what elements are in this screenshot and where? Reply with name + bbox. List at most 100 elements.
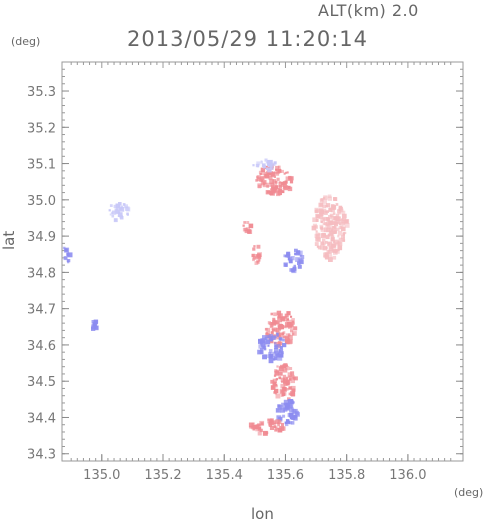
echo-pixel	[328, 220, 333, 226]
x-axis-label: lon	[251, 505, 274, 523]
echo-pixel	[288, 386, 292, 390]
echo-pixel	[274, 428, 277, 432]
echo-pixel	[318, 233, 321, 236]
echo-pixel	[273, 175, 276, 178]
echo-pixel	[272, 317, 276, 321]
echo-pixel	[282, 374, 287, 379]
echo-pixel	[287, 255, 290, 258]
echo-pixel	[262, 354, 267, 360]
echo-pixel	[272, 358, 276, 361]
echo-pixel	[276, 310, 282, 316]
y-tick-label: 35.1	[27, 158, 56, 173]
echo-pixel	[270, 324, 273, 327]
echo-pixel	[274, 180, 278, 184]
echo-pixel	[287, 176, 292, 181]
echo-pixel	[266, 335, 270, 339]
echo-pixel	[290, 256, 295, 261]
echo-pixel	[268, 163, 272, 167]
x-tick-label: 135.8	[328, 468, 365, 483]
echo-pixel	[242, 224, 245, 227]
echo-pixel	[265, 167, 269, 170]
echo-pixel	[278, 181, 284, 187]
echo-pixel	[282, 414, 286, 418]
echo-pixel	[288, 375, 291, 379]
echo-pixel	[325, 235, 330, 240]
echo-pixel	[291, 318, 295, 322]
echo-pixel	[297, 261, 301, 265]
echo-pixel	[286, 311, 291, 316]
echo-pixel	[277, 165, 281, 169]
echo-pixel	[333, 197, 338, 201]
echo-pixel	[275, 408, 281, 413]
echo-pixel	[322, 199, 327, 204]
echo-pixel	[316, 214, 321, 219]
echo-pixel	[287, 257, 291, 261]
echo-pixel	[268, 349, 273, 353]
echo-pixel	[279, 353, 284, 358]
echo-pixel	[275, 384, 278, 388]
echo-pixel	[258, 338, 261, 341]
echo-pixel	[322, 242, 326, 246]
echo-pixel	[295, 250, 301, 256]
echo-pixel	[328, 257, 333, 262]
echo-pixel	[344, 223, 350, 228]
echo-pixel	[286, 403, 291, 407]
echo-pixel	[272, 322, 277, 326]
echo-pixel	[290, 378, 295, 384]
echo-pixel	[293, 326, 298, 331]
echo-pixel	[323, 227, 329, 233]
echo-pixel	[293, 264, 296, 268]
echo-pixel	[270, 312, 274, 316]
echo-pixel	[289, 399, 294, 403]
echo-pixel	[340, 226, 346, 232]
echo-pixel	[338, 237, 342, 241]
echo-pixel	[289, 407, 294, 413]
echo-pixel	[286, 318, 289, 321]
echo-pixel	[272, 179, 277, 183]
echo-pixel	[244, 230, 248, 234]
echo-pixel	[276, 332, 279, 336]
echo-pixel	[337, 231, 343, 236]
echo-pixel	[274, 342, 277, 345]
echo-pixel	[283, 399, 289, 405]
echo-pixel	[282, 363, 287, 368]
echo-pixel	[330, 208, 335, 213]
echo-pixel	[253, 425, 258, 429]
echo-pixel	[254, 261, 259, 265]
echo-pixel	[291, 393, 294, 397]
echo-pixel	[332, 255, 337, 260]
echo-pixel	[325, 205, 328, 208]
y-tick-label: 34.8	[27, 266, 56, 281]
echo-pixel	[324, 210, 327, 213]
echo-pixel	[268, 423, 273, 427]
echo-pixel	[275, 172, 280, 176]
echo-pixel	[285, 176, 290, 181]
echo-pixel	[273, 312, 277, 317]
echo-pixel	[262, 180, 267, 185]
echo-pixel	[315, 234, 321, 240]
echo-pixel	[320, 227, 324, 231]
echo-pixel	[281, 190, 285, 194]
x-tick-label: 136.0	[389, 468, 426, 483]
echo-pixel	[287, 372, 293, 377]
echo-pixel	[289, 404, 294, 409]
echo-pixel	[327, 194, 332, 199]
echo-pixel	[282, 377, 287, 382]
echo-pixel	[279, 364, 284, 369]
echo-pixel	[277, 353, 280, 355]
echo-pixel	[273, 320, 278, 324]
echo-pixel	[276, 334, 279, 337]
echo-pixel	[276, 169, 281, 174]
echo-pixel	[270, 188, 275, 193]
echo-pixel	[332, 241, 335, 244]
echo-pixel	[284, 254, 288, 258]
echo-pixel	[342, 239, 346, 242]
echo-pixel	[290, 421, 295, 425]
echo-pixel	[265, 332, 269, 335]
echo-pixel	[286, 171, 289, 174]
timestamp-title: 2013/05/29 11:20:14	[127, 27, 369, 51]
echo-pixel	[284, 336, 289, 341]
echo-pixel	[341, 218, 344, 221]
echo-pixel	[283, 185, 289, 191]
echo-pixel	[332, 207, 335, 210]
